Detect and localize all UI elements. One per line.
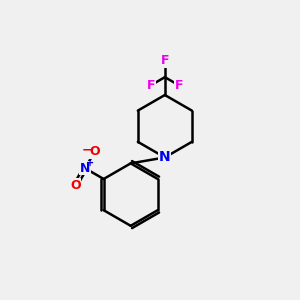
Text: F: F [146, 79, 155, 92]
Text: N: N [80, 162, 90, 175]
Text: +: + [86, 158, 94, 168]
Text: −: − [81, 144, 92, 157]
Text: F: F [160, 54, 169, 67]
Text: N: N [159, 150, 171, 164]
Text: O: O [70, 178, 81, 191]
Text: O: O [89, 145, 100, 158]
Text: F: F [175, 79, 183, 92]
